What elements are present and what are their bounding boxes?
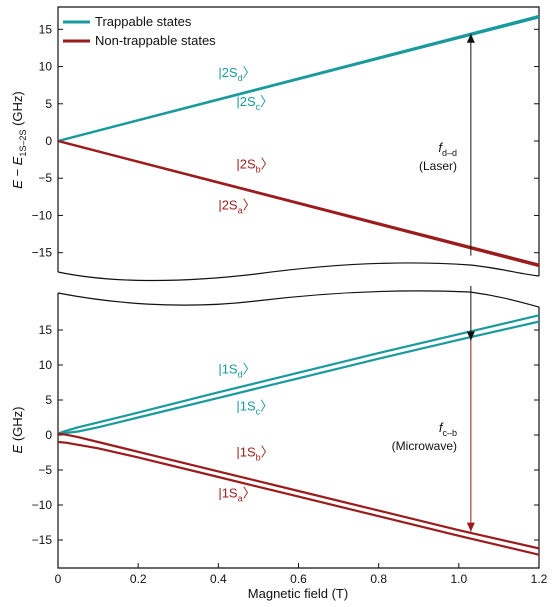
- bottom-state-labels: |1Sd〉 |1Sc〉 |1Sb〉 |1Sa〉: [218, 361, 273, 503]
- bottom-x-ticks: 0 0.2 0.4 0.6 0.8 1.0 1.2: [55, 563, 548, 586]
- bottom-y-tick-label: −15: [32, 533, 53, 547]
- legend: Trappable states Non-trappable states: [63, 14, 216, 48]
- bottom-y-tick-label: 15: [39, 323, 53, 337]
- bottom-y-ticks: 15 10 5 0 −5 −10 −15: [32, 323, 539, 547]
- top-annotation-line2: (Laser): [419, 159, 457, 173]
- bottom-annotation: fc–b: [439, 420, 457, 438]
- bottom-series-line-3: [58, 440, 539, 556]
- bottom-x-axis-title: Magnetic field (T): [248, 586, 348, 601]
- laser-arrowhead: [466, 331, 475, 341]
- bottom-y-axis-title: E (GHz): [10, 407, 25, 454]
- top-series-line-3: [58, 139, 539, 266]
- top-axis-break-wave: [57, 262, 540, 282]
- bottom-state-label-b: |1Sb〉: [236, 445, 273, 463]
- x-tick-label: 0: [55, 572, 62, 586]
- top-y-ticks: 15 10 5 0 −5 −10 −15: [32, 22, 539, 260]
- bottom-series-line-2: [58, 432, 539, 550]
- top-series-line-1: [58, 16, 539, 143]
- bottom-arrow-group: [466, 286, 475, 532]
- top-y-tick-label: −15: [32, 246, 53, 260]
- x-tick-label: 0.2: [130, 572, 147, 586]
- top-annotation: fd–d: [438, 140, 457, 158]
- bottom-panel-frame: [57, 293, 540, 569]
- x-tick-label: 1.2: [531, 572, 548, 586]
- top-y-tick-label: 0: [45, 134, 52, 148]
- top-y-tick-label: 5: [45, 97, 52, 111]
- legend-label-non-trappable: Non-trappable states: [95, 33, 216, 48]
- top-state-label-b: |2Sb〉: [236, 157, 273, 175]
- top-state-label-d: |2Sd〉: [218, 65, 255, 83]
- top-series-group: [58, 14, 539, 268]
- x-tick-label: 1.0: [450, 572, 467, 586]
- bottom-panel: 15 10 5 0 −5 −10 −15 0 0.2 0.4 0.6 0.8 1.0 1.2 |1Sd〉…: [10, 286, 548, 601]
- x-tick-label: 0.8: [370, 572, 387, 586]
- bottom-y-tick-label: 10: [39, 358, 53, 372]
- bottom-series-group: [58, 314, 539, 556]
- top-arrow-group: [466, 33, 475, 256]
- bottom-state-label-c: |1Sc〉: [236, 399, 273, 417]
- top-y-tick-label: −5: [38, 171, 52, 185]
- bottom-y-tick-label: −5: [38, 463, 52, 477]
- legend-label-trappable: Trappable states: [95, 14, 192, 29]
- bottom-state-label-d: |1Sd〉: [218, 361, 255, 379]
- top-y-tick-label: 10: [39, 60, 53, 74]
- top-arrowhead: [466, 33, 475, 43]
- x-tick-label: 0.4: [210, 572, 227, 586]
- top-y-tick-label: −10: [32, 208, 53, 222]
- bottom-y-tick-label: 0: [45, 428, 52, 442]
- bottom-state-label-a: |1Sa〉: [218, 485, 255, 503]
- top-panel: 15 10 5 0 −5 −10 −15 |2Sd〉 |2Sc〉 |2Sb〉 |2Sa〉 Trap…: [10, 6, 540, 282]
- bottom-series-line-1: [58, 320, 539, 435]
- bottom-series-line-0: [58, 314, 539, 435]
- bottom-y-tick-label: 5: [45, 393, 52, 407]
- top-y-tick-label: 15: [39, 22, 53, 36]
- bottom-y-tick-label: −10: [32, 498, 53, 512]
- top-state-labels: |2Sd〉 |2Sc〉 |2Sb〉 |2Sa〉: [218, 65, 273, 216]
- top-state-label-c: |2Sc〉: [236, 94, 273, 112]
- bottom-axis-break-wave: [57, 290, 540, 308]
- top-y-axis-title: E − E1S–2S (GHz): [10, 91, 28, 188]
- top-state-label-a: |2Sa〉: [218, 197, 255, 215]
- bottom-arrowhead: [466, 522, 475, 532]
- x-tick-label: 0.6: [290, 572, 307, 586]
- bottom-annotation-line2: (Microwave): [392, 439, 457, 453]
